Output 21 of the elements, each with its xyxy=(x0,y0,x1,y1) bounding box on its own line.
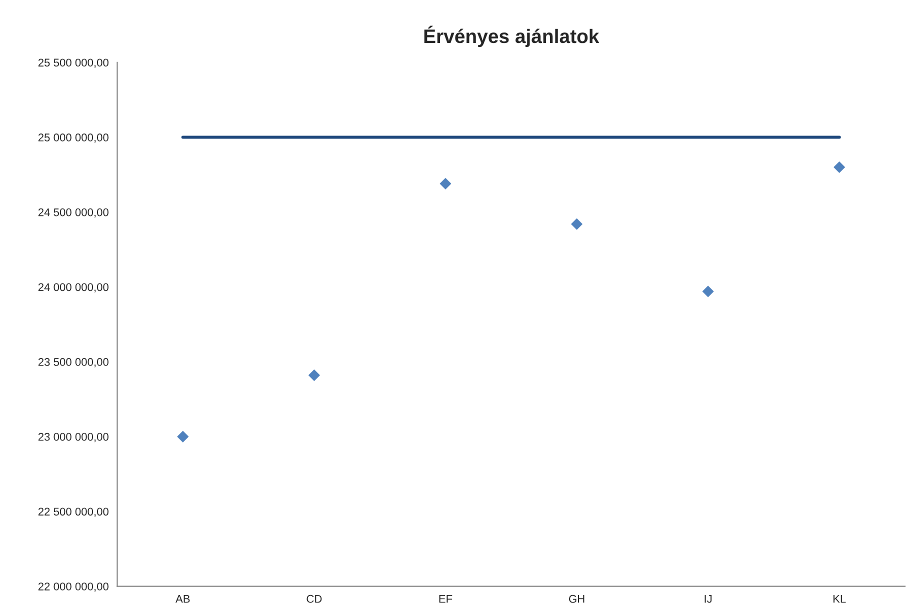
x-tick-label: AB xyxy=(176,595,190,603)
x-tick-label: EF xyxy=(439,595,452,603)
point xyxy=(308,370,320,381)
y-tick-label: 23 000 000,00 xyxy=(38,432,108,442)
point xyxy=(440,178,452,190)
x-tick-label: GH xyxy=(569,594,584,603)
x-tick-label: KL xyxy=(833,595,846,603)
x-tick-label: IJ xyxy=(704,595,712,603)
point xyxy=(834,162,846,173)
y-tick-label: 22 000 000,00 xyxy=(38,582,108,592)
x-tick-label: CD xyxy=(306,594,322,603)
y-tick-label: 23 500 000,00 xyxy=(38,358,108,368)
point xyxy=(702,286,714,298)
point xyxy=(571,218,582,230)
y-tick-label: 22 500 000,00 xyxy=(38,508,108,517)
point xyxy=(177,430,189,442)
y-tick-label: 24 500 000,00 xyxy=(38,208,108,218)
chart-title: Érvényes ajánlatok xyxy=(424,26,600,48)
y-tick-label: 25 000 000,00 xyxy=(38,134,108,143)
y-tick-label: 25 500 000,00 xyxy=(38,58,108,68)
y-tick-label: 24 000 000,00 xyxy=(38,283,108,292)
